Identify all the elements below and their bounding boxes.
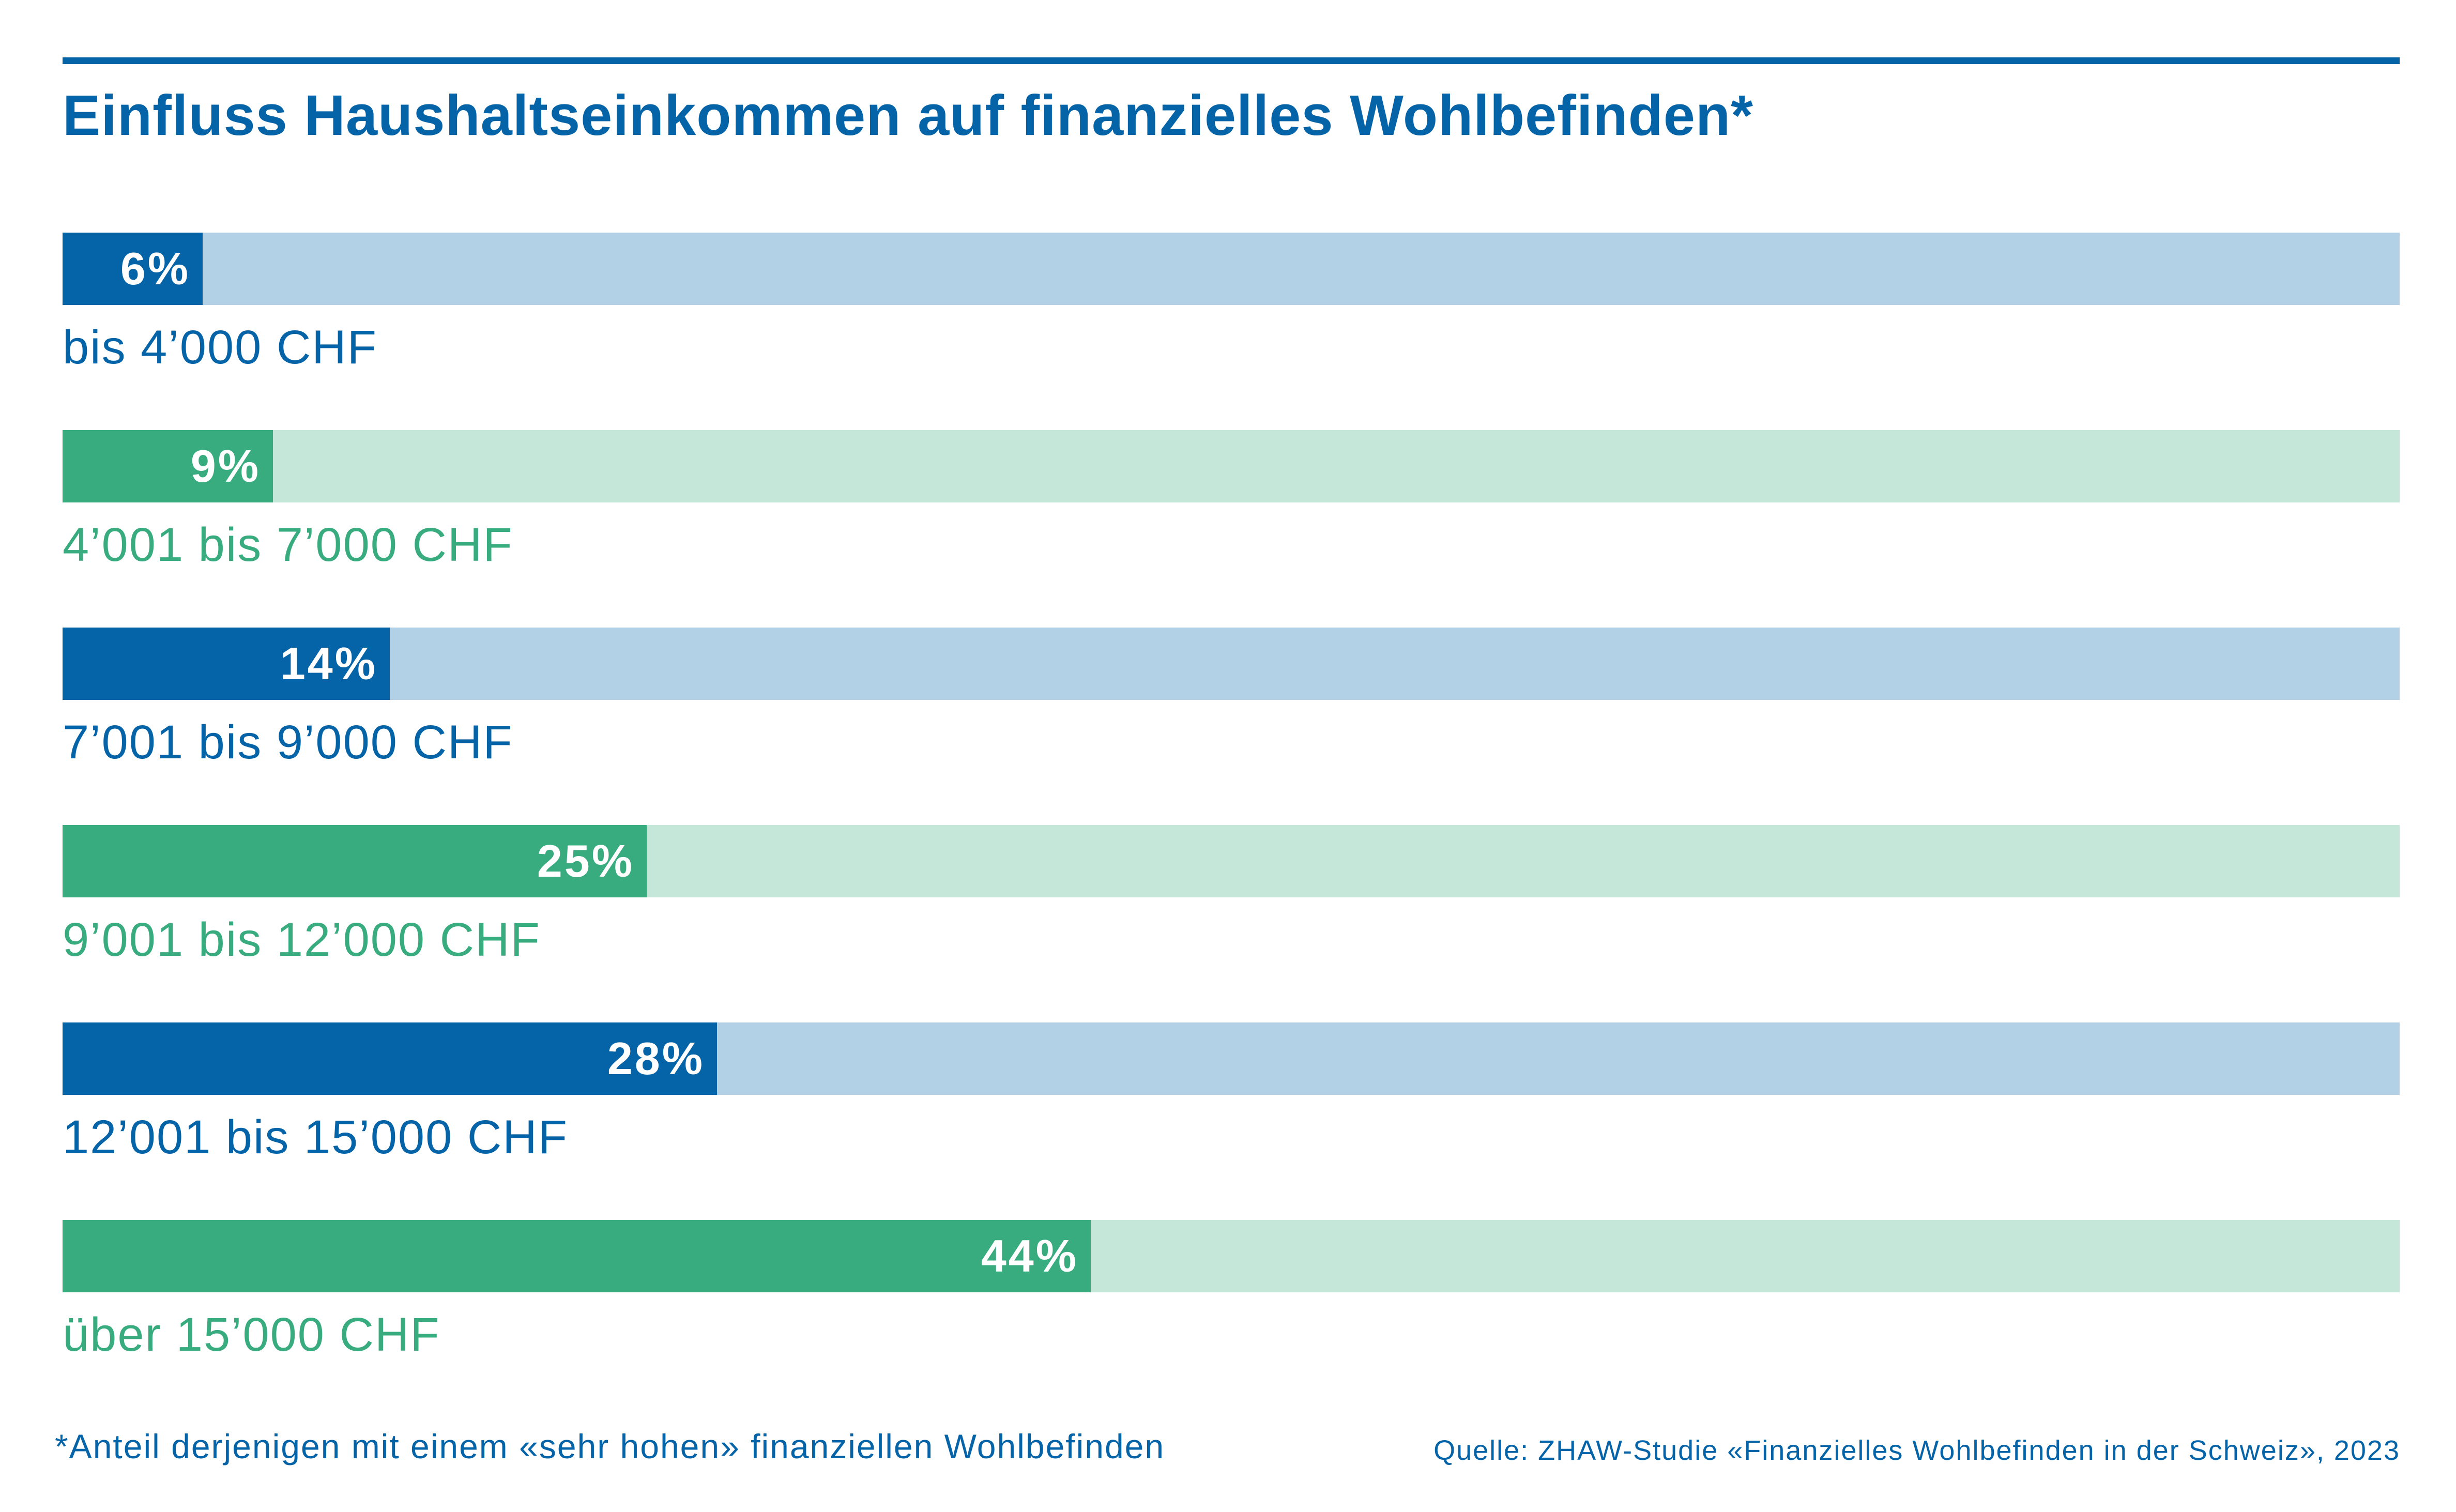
category-label: 4’001 bis 7’000 CHF	[63, 518, 513, 571]
category-label: 9’001 bis 12’000 CHF	[63, 913, 541, 966]
category-label: bis 4’000 CHF	[63, 321, 377, 374]
bar-fill	[63, 1022, 717, 1095]
bar-fill	[63, 430, 273, 502]
footnote: *Anteil derjenigen mit einem «sehr hohen…	[55, 1427, 1165, 1465]
bar-fill	[63, 628, 390, 700]
bar-value-label: 14%	[280, 638, 377, 689]
bar-value-label: 6%	[120, 243, 190, 294]
bar-value-label: 44%	[981, 1230, 1078, 1281]
category-label: 12’001 bis 15’000 CHF	[63, 1111, 568, 1164]
bar-fill	[63, 233, 203, 305]
chart-title: Einfluss Haushaltseinkommen auf finanzie…	[63, 84, 1753, 147]
bar-value-label: 9%	[190, 440, 261, 492]
top-rule	[63, 57, 2400, 64]
bar-track	[63, 430, 2400, 502]
bar-fill	[63, 1220, 1091, 1292]
bar-track	[63, 233, 2400, 305]
bar-fill	[63, 825, 647, 897]
category-label: über 15’000 CHF	[63, 1308, 440, 1361]
bar-value-label: 25%	[537, 835, 634, 887]
bar-value-label: 28%	[607, 1033, 705, 1084]
bar-track	[63, 628, 2400, 700]
category-label: 7’001 bis 9’000 CHF	[63, 716, 513, 769]
source-note: Quelle: ZHAW-Studie «Finanzielles Wohlbe…	[1433, 1435, 2400, 1466]
